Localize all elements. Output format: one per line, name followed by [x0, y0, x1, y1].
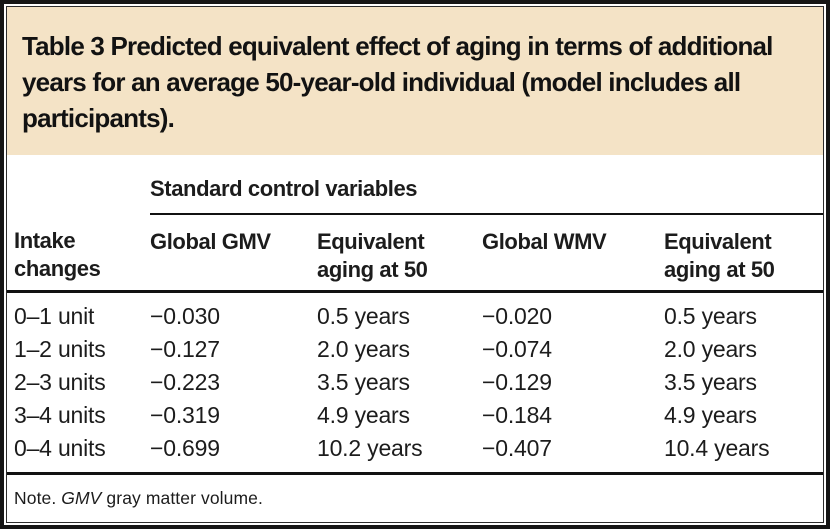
- col-header-global-wmv: Global WMV: [482, 214, 664, 293]
- table-row: 0–4 units −0.699 10.2 years −0.407 10.4 …: [7, 432, 823, 475]
- col-header-intake-changes: Intake changes: [7, 214, 150, 293]
- cell-global-wmv: −0.407: [482, 432, 664, 475]
- cell-wmv-aging: 3.5 years: [664, 369, 757, 395]
- cell-global-wmv: −0.074: [482, 336, 552, 362]
- table-row: 2–3 units −0.223 3.5 years −0.129 3.5 ye…: [7, 366, 823, 399]
- note-abbreviation: GMV: [61, 488, 102, 508]
- cell-global-gmv: −0.699: [150, 432, 317, 475]
- cell-gmv-aging: 0.5 years: [317, 303, 410, 329]
- table-panel: Table 3 Predicted equivalent effect of a…: [6, 6, 824, 523]
- cell-gmv-aging: 3.5 years: [317, 369, 410, 395]
- cell-global-wmv: −0.184: [482, 402, 552, 428]
- cell-wmv-aging: 2.0 years: [664, 336, 757, 362]
- cell-intake: 0–1 unit: [14, 303, 95, 329]
- group-header: Standard control variables: [150, 155, 823, 215]
- col-header-global-gmv: Global GMV: [150, 214, 317, 293]
- cell-global-gmv: −0.127: [150, 336, 220, 362]
- cell-global-gmv: −0.319: [150, 402, 220, 428]
- note-suffix: gray matter volume.: [101, 488, 263, 508]
- col-header-equivalent-aging-gmv: Equivalent aging at 50: [317, 214, 482, 293]
- group-header-spacer: [7, 155, 150, 214]
- cell-wmv-aging: 0.5 years: [664, 303, 757, 329]
- results-table: Standard control variables Intake change…: [7, 155, 823, 475]
- table-title: Table 3 Predicted equivalent effect of a…: [22, 31, 773, 133]
- table-title-band: Table 3 Predicted equivalent effect of a…: [7, 7, 823, 155]
- cell-global-gmv: −0.030: [150, 303, 220, 329]
- col-header-equivalent-aging-wmv: Equivalent aging at 50: [664, 214, 823, 293]
- cell-intake: 1–2 units: [14, 336, 106, 362]
- cell-wmv-aging: 4.9 years: [664, 402, 757, 428]
- table-row: 1–2 units −0.127 2.0 years −0.074 2.0 ye…: [7, 333, 823, 366]
- table-row: 3–4 units −0.319 4.9 years −0.184 4.9 ye…: [7, 399, 823, 432]
- cell-gmv-aging: 10.2 years: [317, 432, 482, 475]
- note-prefix: Note.: [14, 488, 62, 508]
- column-header-row: Intake changes Global GMV Equivalent agi…: [7, 214, 823, 293]
- cell-global-wmv: −0.020: [482, 303, 552, 329]
- cell-intake: 0–4 units: [7, 432, 150, 475]
- group-header-row: Standard control variables: [7, 155, 823, 215]
- cell-intake: 3–4 units: [14, 402, 106, 428]
- cell-global-wmv: −0.129: [482, 369, 552, 395]
- cell-intake: 2–3 units: [14, 369, 106, 395]
- cell-gmv-aging: 4.9 years: [317, 402, 410, 428]
- cell-global-gmv: −0.223: [150, 369, 220, 395]
- table-note: Note. GMV gray matter volume.: [7, 475, 823, 509]
- table-row: 0–1 unit −0.030 0.5 years −0.020 0.5 yea…: [7, 292, 823, 334]
- cell-gmv-aging: 2.0 years: [317, 336, 410, 362]
- cell-wmv-aging: 10.4 years: [664, 432, 823, 475]
